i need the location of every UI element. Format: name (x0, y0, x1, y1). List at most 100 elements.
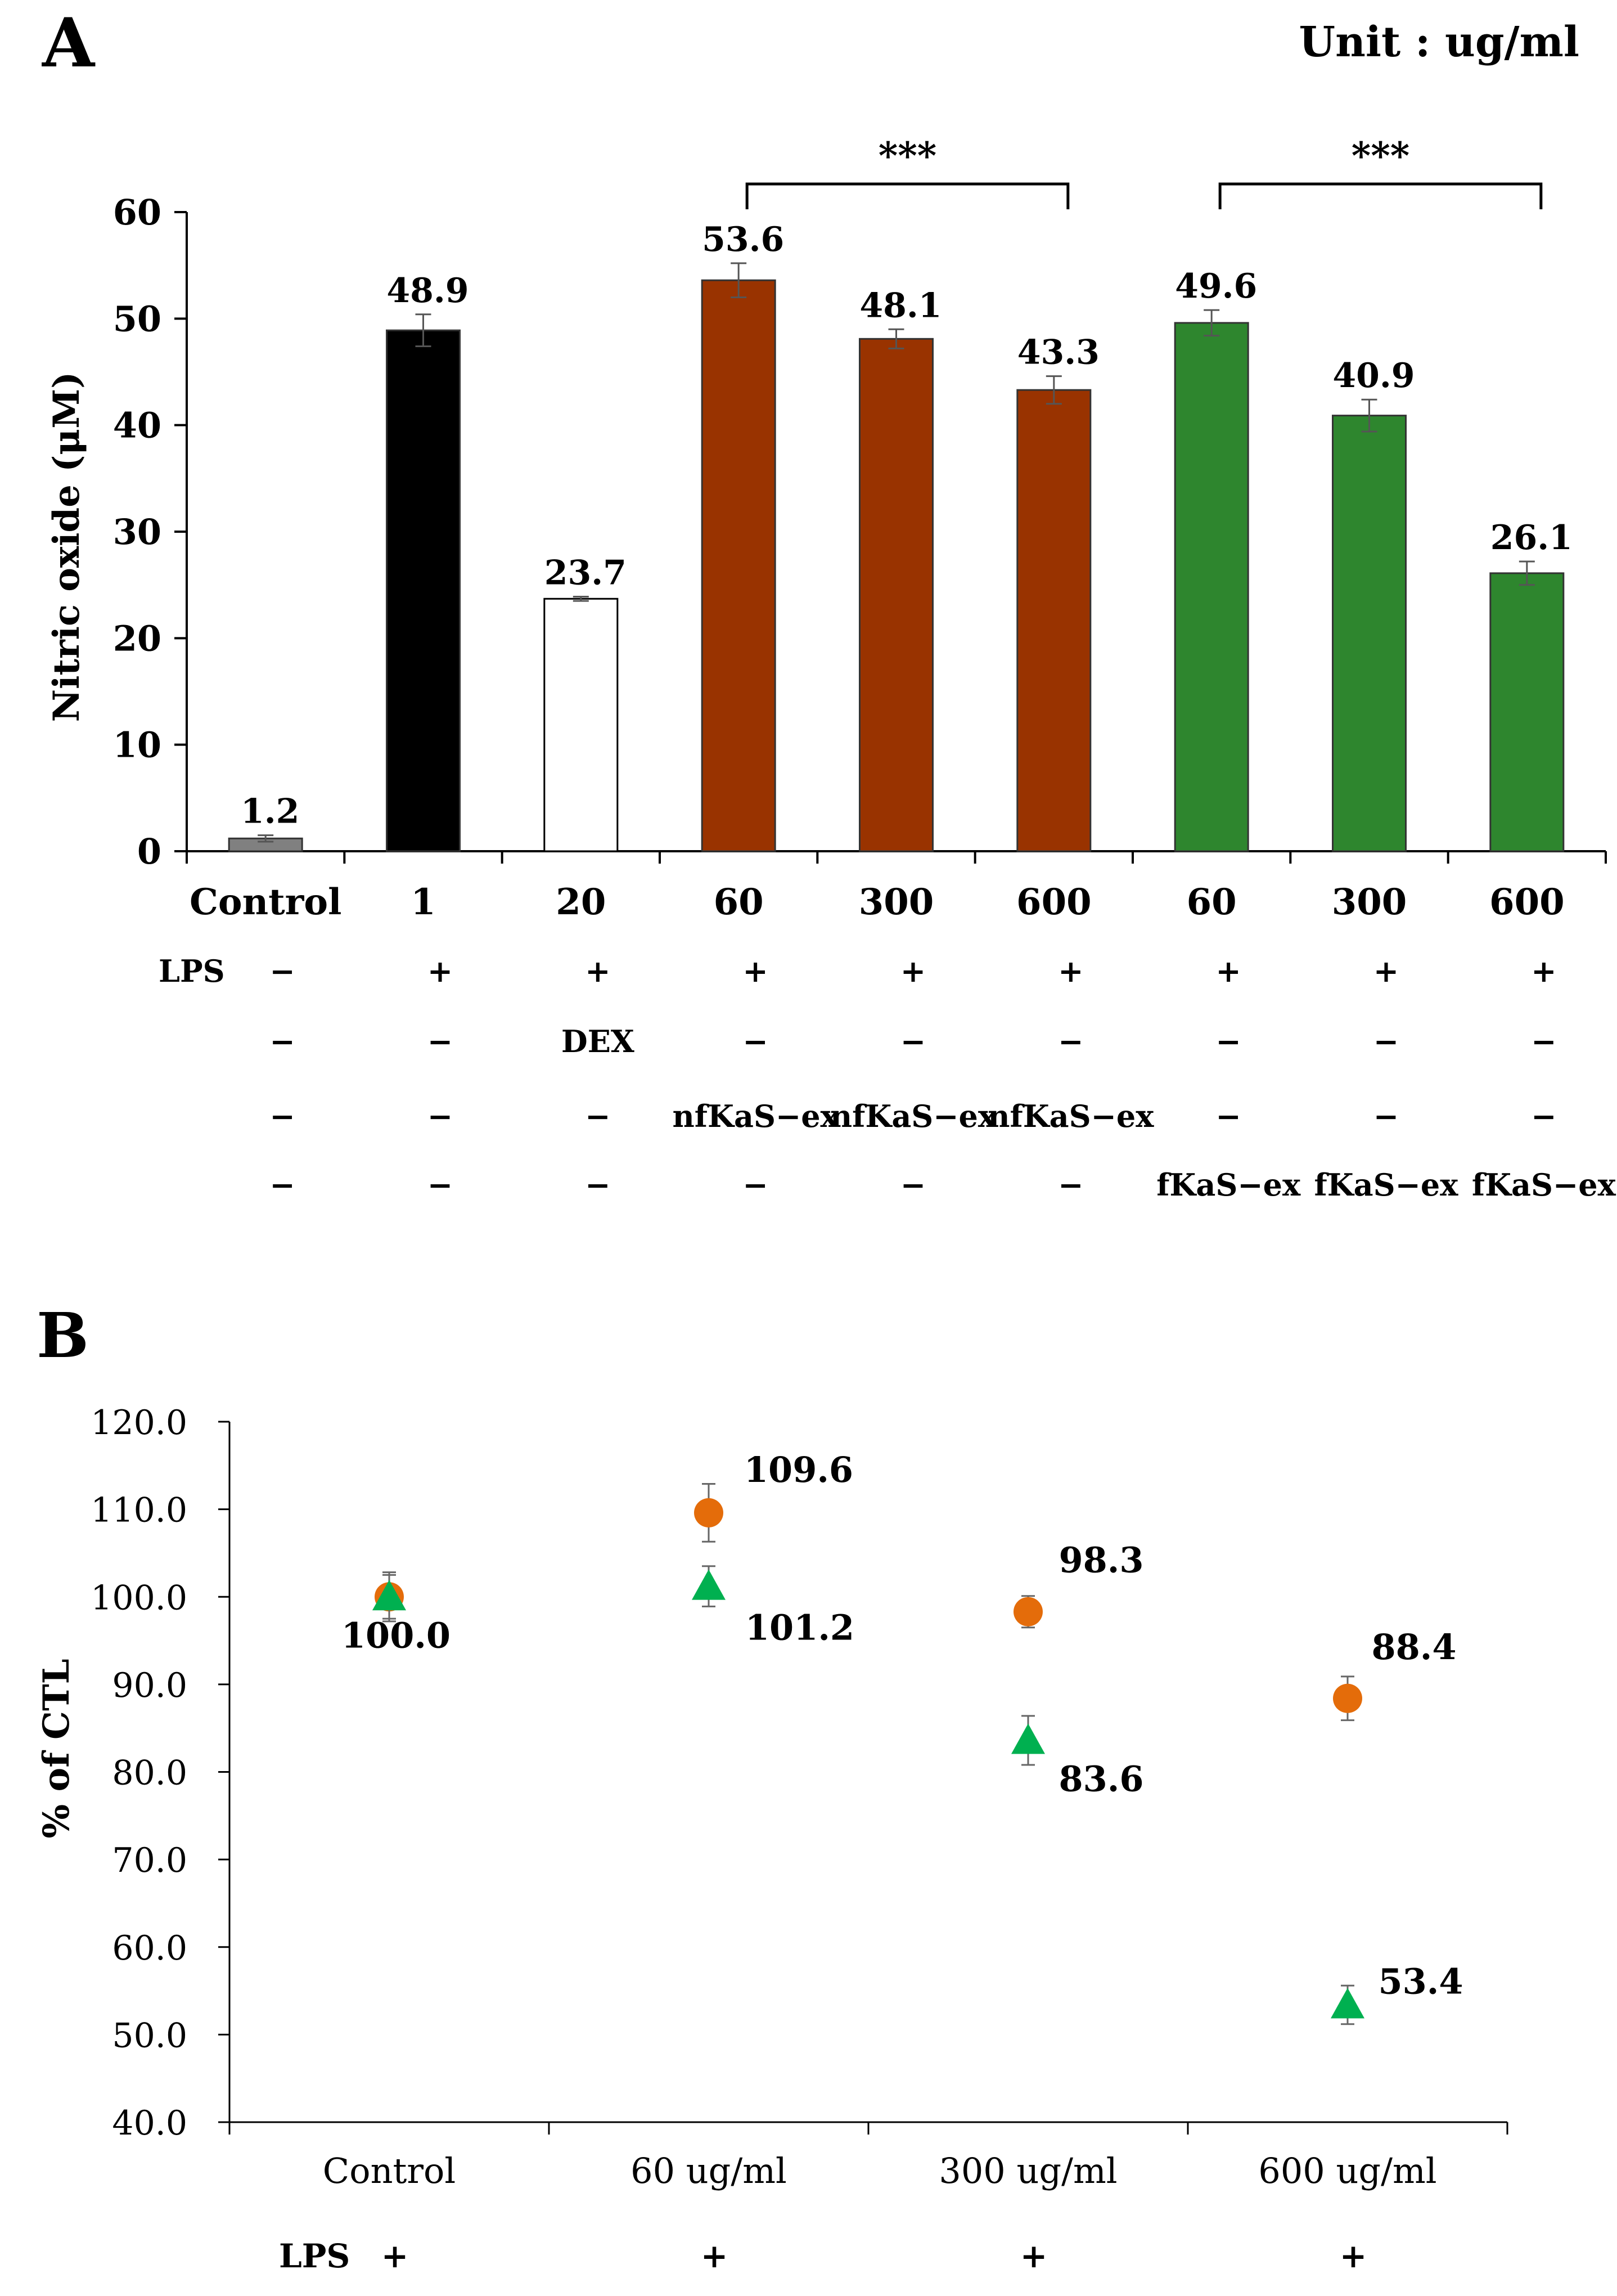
panel-b-triangle-point (372, 1580, 406, 1611)
condition-cell: + (1340, 2237, 1367, 2275)
panel-a-data-label: 26.1 (1490, 518, 1573, 558)
condition-cell: − (743, 1167, 768, 1203)
panel-a-data-label: 23.7 (544, 553, 627, 592)
panel-a-letter: A (42, 3, 96, 83)
condition-cell: DEX (561, 1023, 634, 1059)
panel-a-axes: 0 10 20 30 40 50 60 (113, 192, 1607, 872)
panel-b-data-label: 109.6 (744, 1449, 853, 1490)
panel-a-category-label: 1 (411, 881, 436, 923)
condition-cell: + (1058, 953, 1083, 989)
panel-a-data-label: 49.6 (1175, 267, 1257, 306)
panel-b-axes: 40.0 50.0 60.0 70.0 80.0 90.0 100.0 110.0 120.0 (91, 1403, 1508, 2143)
panel-a-bar (1016, 389, 1092, 852)
condition-cell: + (427, 953, 453, 989)
condition-cell: nfKaS−ex (988, 1098, 1154, 1134)
panel-b-data-label: 98.3 (1059, 1540, 1143, 1581)
panel-a-data-label: 43.3 (1017, 333, 1100, 372)
condition-cell: − (427, 1167, 453, 1203)
panel-b-triangle-point (692, 1569, 726, 1600)
panel-a-y-tick-label: 20 (113, 618, 161, 659)
condition-cell: + (701, 2237, 728, 2275)
panel-a-category-labels: Control 1 20 60 300 600 60 300 600 (190, 881, 1565, 923)
panel-a-category-label: Control (190, 881, 341, 923)
condition-cell: − (270, 1023, 295, 1059)
panel-a-y-tick-label: 10 (113, 725, 161, 766)
panel-a-category-label: 600 (1016, 881, 1092, 923)
panel-b-y-tick-label: 110.0 (91, 1491, 187, 1530)
condition-cell: − (270, 1167, 295, 1203)
condition-cell: + (585, 953, 610, 989)
condition-cell: − (900, 1023, 926, 1059)
panel-a-y-tick-label: 40 (113, 405, 161, 446)
panel-b-triangle-point (1331, 1988, 1364, 2019)
significance-stars: *** (879, 134, 937, 178)
panel-a-data-label: 1.2 (241, 792, 299, 832)
condition-cell: + (900, 953, 926, 989)
panel-a-condition-table: LPS − + + + + + + + +− − DEX − − − − − −− − − nfKaS−exnfKaS−… (159, 953, 1616, 1203)
condition-cell: + (381, 2237, 409, 2275)
panel-b-triangle-point (1011, 1723, 1045, 1754)
condition-row-label: LPS (159, 953, 225, 989)
panel-b-data-label: 88.4 (1371, 1626, 1456, 1668)
condition-cell: − (270, 953, 295, 989)
condition-cell: − (1216, 1098, 1241, 1134)
condition-cell: − (900, 1167, 926, 1203)
panel-b-condition-table: LPS + + + + (279, 2237, 1367, 2275)
panel-b-y-tick-label: 70.0 (112, 1841, 187, 1880)
panel-a-bar (1332, 415, 1407, 852)
condition-cell: − (427, 1023, 453, 1059)
panel-a-y-tick-label: 30 (113, 511, 161, 552)
panel-a-significance: *** *** (745, 134, 1543, 209)
panel-a-data-label: 48.1 (859, 286, 942, 325)
panel-b-y-tick-label: 120.0 (91, 1403, 187, 1443)
condition-cell: + (1531, 953, 1556, 989)
panel-a-category-label: 300 (859, 881, 934, 923)
panel-a-category-label: 20 (556, 881, 606, 923)
panel-a-category-label: 600 (1489, 881, 1565, 923)
condition-cell: − (427, 1098, 453, 1134)
panel-b-category-label: 300 ug/ml (939, 2150, 1117, 2191)
panel-a-bar (543, 597, 619, 852)
panel-b-category-label: 600 ug/ml (1258, 2150, 1436, 2191)
panel-a-data-label: 40.9 (1332, 356, 1415, 396)
panel-b-category-label: Control (323, 2150, 456, 2191)
condition-cell: − (1531, 1023, 1556, 1059)
condition-cell: − (1058, 1167, 1083, 1203)
panel-b-points (372, 1482, 1364, 2025)
panel-b-category-label: 60 ug/ml (630, 2150, 787, 2191)
condition-cell: − (1216, 1023, 1241, 1059)
panel-a-y-tick-label: 60 (113, 192, 161, 233)
panel-b-data-label: 100.0 (341, 1615, 451, 1656)
panel-a-bar (701, 279, 776, 852)
panel-b-circle-point (1014, 1597, 1043, 1626)
panel-b-y-label: % of CTL (35, 1659, 78, 1838)
condition-cell: − (1373, 1098, 1399, 1134)
panel-b-data-labels: 100.0 109.6 98.3 88.4 101.2 83.6 53.4 (341, 1449, 1463, 2002)
condition-cell: − (743, 1023, 768, 1059)
panel-b-y-tick-label: 60.0 (112, 1929, 187, 1968)
condition-cell: − (1373, 1023, 1399, 1059)
significance-bracket (1218, 182, 1543, 209)
significance-stars: *** (1352, 134, 1410, 178)
panel-b-data-label: 53.4 (1378, 1961, 1463, 2002)
panel-a-bar (1174, 322, 1249, 852)
condition-cell: fKaS−ex (1314, 1167, 1459, 1203)
panel-a-category-label: 60 (714, 881, 764, 923)
panel-a-bar (386, 329, 461, 852)
panel-b-y-tick-label: 80.0 (112, 1754, 187, 1793)
panel-b-y-tick-label: 40.0 (112, 2104, 187, 2143)
condition-cell: + (743, 953, 768, 989)
condition-cell: nfKaS−ex (673, 1098, 839, 1134)
panel-b-category-labels: Control 60 ug/ml 300 ug/ml 600 ug/ml (323, 2150, 1437, 2191)
condition-cell: − (1531, 1098, 1556, 1134)
significance-bracket (745, 182, 1070, 209)
condition-cell: + (1216, 953, 1241, 989)
panel-a-bars (228, 262, 1565, 852)
unit-note: Unit : ug/ml (1299, 18, 1579, 66)
panel-b-circle-point (1333, 1683, 1362, 1713)
panel-b-circle-point (694, 1498, 723, 1527)
panel-b: B % of CTL 40.0 50.0 60.0 70.0 80.0 90.0 100.0… (35, 1299, 1508, 2275)
condition-cell: − (270, 1098, 295, 1134)
panel-a-y-tick-label: 0 (137, 831, 161, 872)
